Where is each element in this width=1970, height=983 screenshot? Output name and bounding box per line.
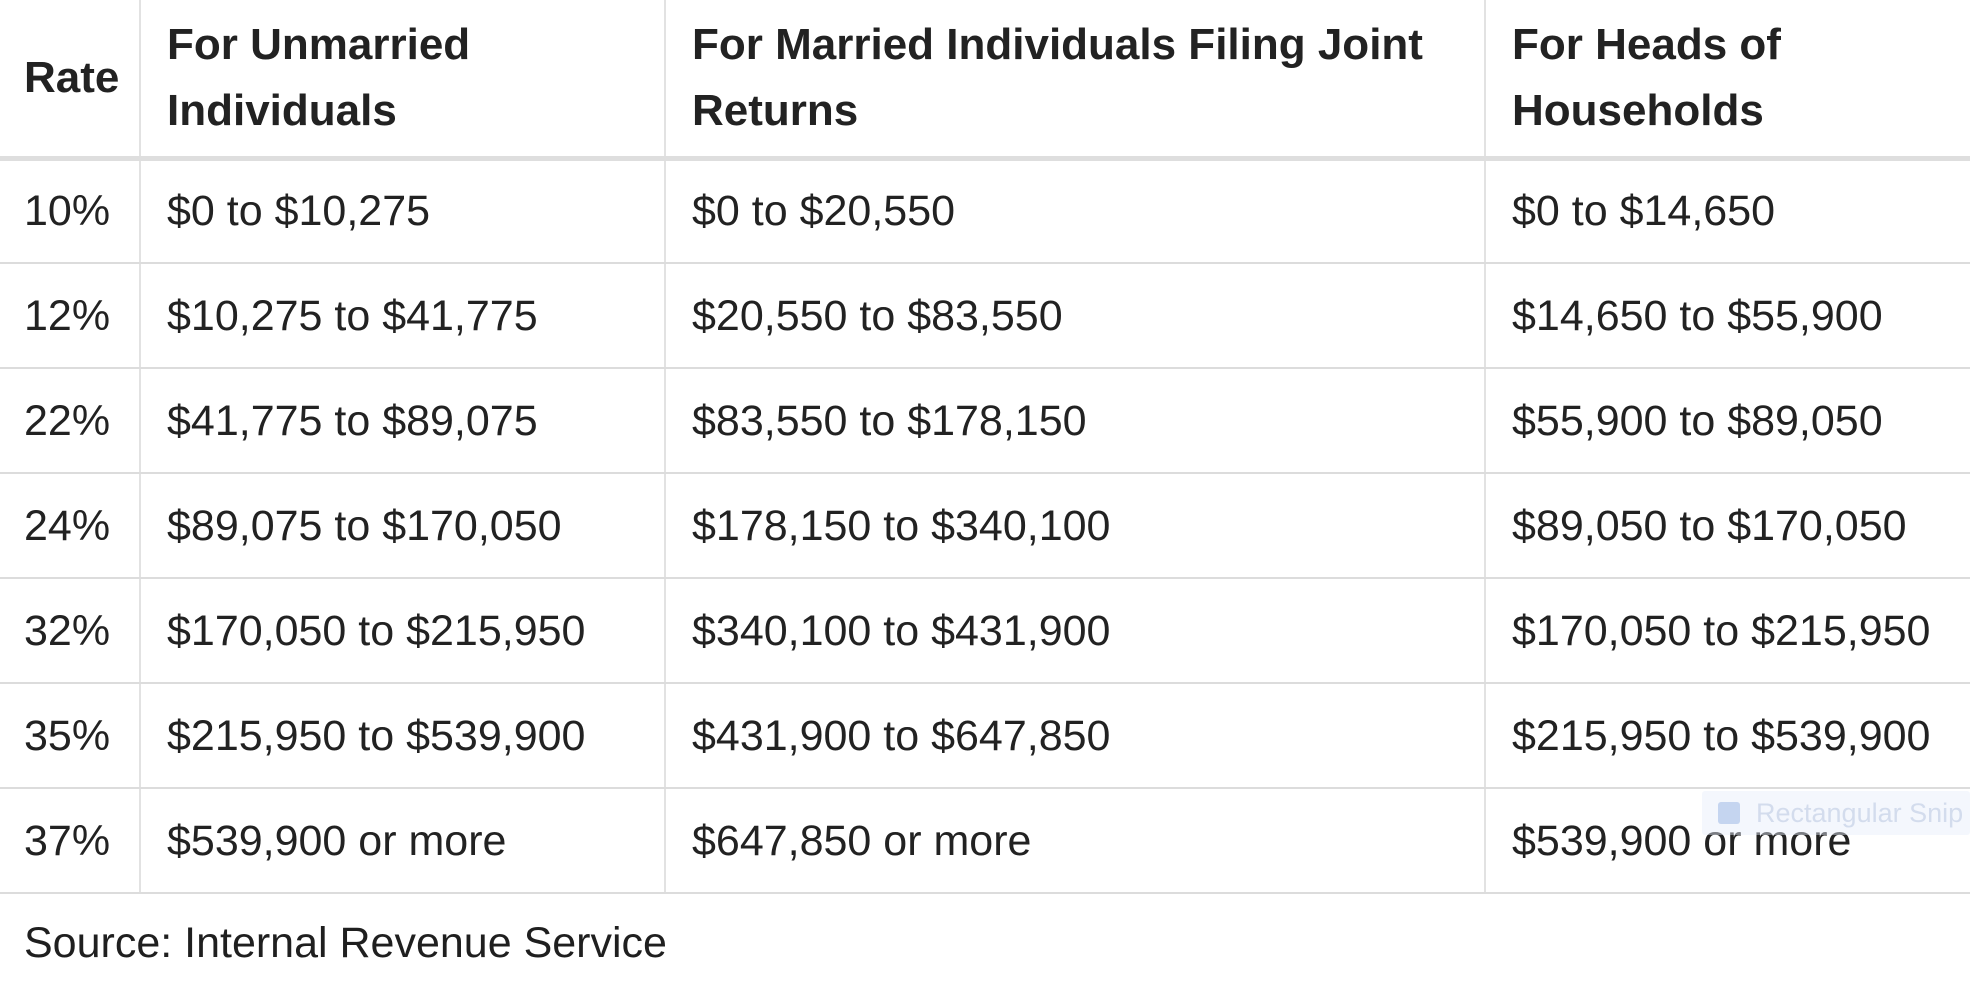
rate-cell: 37% bbox=[0, 788, 140, 894]
source-note: Source: Internal Revenue Service bbox=[24, 919, 667, 967]
married-joint-cell: $20,550 to $83,550 bbox=[664, 263, 1485, 369]
rate-cell: 10% bbox=[0, 158, 140, 264]
rate-cell: 24% bbox=[0, 473, 140, 579]
married-joint-cell: $431,900 to $647,850 bbox=[664, 683, 1485, 789]
rate-cell: 12% bbox=[0, 263, 140, 369]
head-of-household-cell: $89,050 to $170,050 bbox=[1484, 473, 1970, 579]
head-of-household-cell: $14,650 to $55,900 bbox=[1484, 263, 1970, 369]
header-married-joint: For Married Individuals Filing Joint Ret… bbox=[664, 0, 1485, 161]
table-row: 32% $170,050 to $215,950 $340,100 to $43… bbox=[0, 578, 1970, 684]
table-row: 10% $0 to $10,275 $0 to $20,550 $0 to $1… bbox=[0, 158, 1970, 264]
table-row: 35% $215,950 to $539,900 $431,900 to $64… bbox=[0, 683, 1970, 789]
tax-bracket-table: Rate For Unmarried Individuals For Marri… bbox=[0, 0, 1970, 894]
head-of-household-cell: $55,900 to $89,050 bbox=[1484, 368, 1970, 474]
married-joint-cell: $178,150 to $340,100 bbox=[664, 473, 1485, 579]
rate-cell: 35% bbox=[0, 683, 140, 789]
head-of-household-cell: $170,050 to $215,950 bbox=[1484, 578, 1970, 684]
married-joint-cell: $83,550 to $178,150 bbox=[664, 368, 1485, 474]
rate-cell: 22% bbox=[0, 368, 140, 474]
unmarried-cell: $10,275 to $41,775 bbox=[139, 263, 665, 369]
table-row: 24% $89,075 to $170,050 $178,150 to $340… bbox=[0, 473, 1970, 579]
unmarried-cell: $41,775 to $89,075 bbox=[139, 368, 665, 474]
head-of-household-cell: $0 to $14,650 bbox=[1484, 158, 1970, 264]
married-joint-cell: $0 to $20,550 bbox=[664, 158, 1485, 264]
table-row: 37% $539,900 or more $647,850 or more $5… bbox=[0, 788, 1970, 894]
table-row: 22% $41,775 to $89,075 $83,550 to $178,1… bbox=[0, 368, 1970, 474]
table-header: Rate For Unmarried Individuals For Marri… bbox=[0, 0, 1970, 161]
header-unmarried: For Unmarried Individuals bbox=[139, 0, 665, 161]
unmarried-cell: $215,950 to $539,900 bbox=[139, 683, 665, 789]
head-of-household-cell: $539,900 or more bbox=[1484, 788, 1970, 894]
table-row: 12% $10,275 to $41,775 $20,550 to $83,55… bbox=[0, 263, 1970, 369]
snip-icon bbox=[1718, 802, 1740, 824]
rectangular-snip-overlay[interactable]: Rectangular Snip bbox=[1702, 791, 1970, 835]
header-rate: Rate bbox=[0, 0, 140, 161]
table-body: 10% $0 to $10,275 $0 to $20,550 $0 to $1… bbox=[0, 158, 1970, 894]
married-joint-cell: $340,100 to $431,900 bbox=[664, 578, 1485, 684]
snip-label: Rectangular Snip bbox=[1756, 797, 1964, 828]
rate-cell: 32% bbox=[0, 578, 140, 684]
unmarried-cell: $170,050 to $215,950 bbox=[139, 578, 665, 684]
married-joint-cell: $647,850 or more bbox=[664, 788, 1485, 894]
unmarried-cell: $539,900 or more bbox=[139, 788, 665, 894]
unmarried-cell: $89,075 to $170,050 bbox=[139, 473, 665, 579]
header-heads-of-households: For Heads of Households bbox=[1484, 0, 1970, 161]
header-row: Rate For Unmarried Individuals For Marri… bbox=[0, 0, 1970, 161]
head-of-household-cell: $215,950 to $539,900 bbox=[1484, 683, 1970, 789]
unmarried-cell: $0 to $10,275 bbox=[139, 158, 665, 264]
